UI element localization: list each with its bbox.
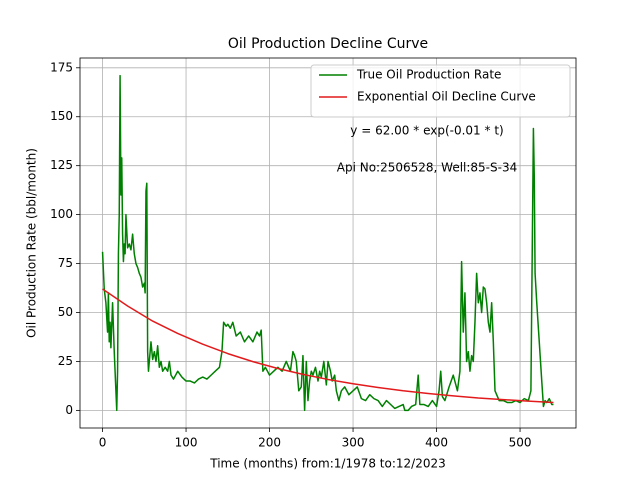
x-axis-label: Time (months) from:1/1978 to:12/2023: [209, 457, 446, 471]
legend-label: True Oil Production Rate: [356, 68, 501, 82]
x-tick-label: 400: [425, 436, 448, 450]
annotation: y = 62.00 * exp(-0.01 * t): [350, 124, 503, 138]
y-tick-label: 100: [50, 207, 73, 221]
x-tick-label: 0: [99, 436, 107, 450]
data-line: [101, 74, 554, 412]
y-axis-label: Oil Production Rate (bbl/month): [25, 148, 39, 338]
data-line: [102, 288, 554, 404]
x-tick-label: 500: [509, 436, 532, 450]
x-tick-label: 100: [175, 436, 198, 450]
chart-title: Oil Production Decline Curve: [228, 36, 428, 52]
x-tick-label: 300: [342, 436, 365, 450]
y-tick-label: 125: [50, 158, 73, 172]
annotation: Api No:2506528, Well:85-S-34: [337, 161, 517, 175]
legend-label: Exponential Oil Decline Curve: [357, 90, 536, 104]
y-tick-label: 75: [58, 256, 73, 270]
x-tick-label: 200: [258, 436, 281, 450]
y-tick-label: 0: [65, 403, 73, 417]
y-tick-label: 150: [50, 109, 73, 123]
y-tick-label: 50: [58, 305, 73, 319]
y-tick-label: 175: [50, 60, 73, 74]
y-tick-label: 25: [58, 354, 73, 368]
plot-frame: [79, 57, 577, 429]
legend-box: [310, 64, 571, 118]
